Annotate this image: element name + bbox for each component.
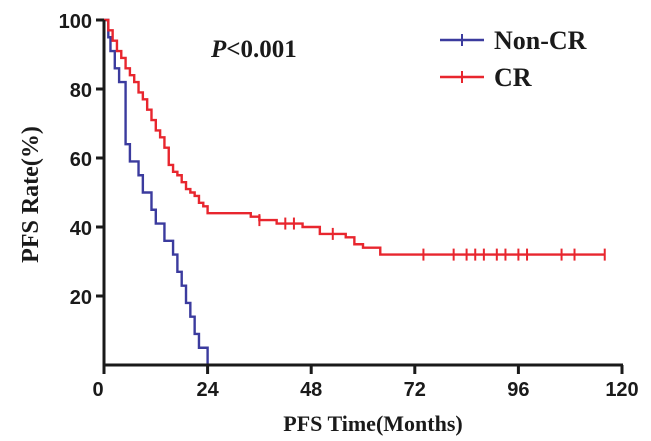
x-tick-label: 120 bbox=[605, 379, 638, 401]
axes bbox=[102, 20, 623, 367]
x-tick-label: 24 bbox=[196, 379, 219, 401]
y-tick-label: 80 bbox=[70, 80, 92, 102]
p-value-threshold: <0.001 bbox=[226, 36, 297, 63]
km-curve-non-cr bbox=[104, 18, 209, 365]
ticks: 0 24 48 72 96 120 20 40 60 80 100 bbox=[59, 11, 639, 401]
plot-area bbox=[104, 18, 606, 365]
y-tick-label: 20 bbox=[70, 287, 92, 309]
y-tick-label: 100 bbox=[59, 11, 92, 33]
p-value-annotation: P<0.001 bbox=[210, 36, 297, 63]
km-curve-cr bbox=[104, 18, 605, 256]
y-tick-label: 40 bbox=[70, 218, 92, 240]
legend-label: CR bbox=[494, 63, 532, 92]
x-axis-title: PFS Time(Months) bbox=[283, 411, 462, 436]
x-tick-label: 48 bbox=[300, 379, 322, 401]
x-tick-label: 96 bbox=[507, 379, 529, 401]
p-value-symbol: P bbox=[210, 36, 227, 63]
y-axis-title: PFS Rate(%) bbox=[18, 126, 44, 263]
legend: Non-CR CR bbox=[440, 26, 587, 92]
legend-label: Non-CR bbox=[494, 26, 587, 55]
x-tick-label: 72 bbox=[404, 379, 426, 401]
y-tick-label: 60 bbox=[70, 149, 92, 171]
x-tick-label: 0 bbox=[92, 379, 103, 401]
